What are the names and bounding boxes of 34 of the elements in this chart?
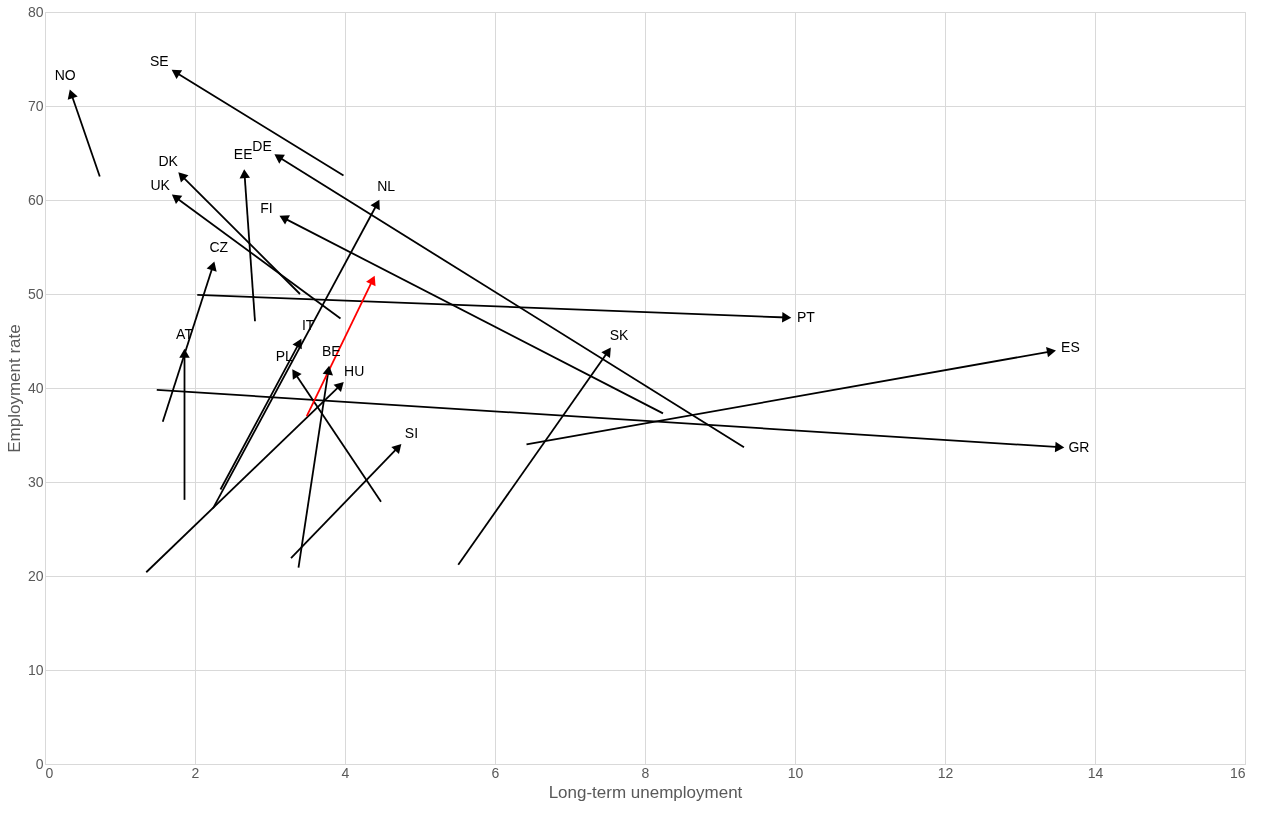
x-tick-label: 12 xyxy=(937,764,954,781)
x-axis-title: Long-term unemployment xyxy=(548,782,743,802)
series-label: NO xyxy=(54,67,76,84)
series-label: PT xyxy=(796,309,816,326)
y-tick-label: 60 xyxy=(27,191,44,208)
series-label: DK xyxy=(158,153,179,170)
x-tick-label: 8 xyxy=(641,764,650,781)
series-label: DE xyxy=(252,137,272,154)
y-tick-label: 80 xyxy=(27,3,44,20)
y-tick-label: 50 xyxy=(27,285,44,302)
series-label: UK xyxy=(150,176,171,193)
series-label: CZ xyxy=(209,238,229,255)
series-label: PL xyxy=(275,348,294,365)
series-label: ES xyxy=(1061,338,1080,355)
series-label: SI xyxy=(404,424,419,441)
x-tick-label: 4 xyxy=(341,764,350,781)
series-label: FI xyxy=(260,200,273,217)
x-tick-label: 6 xyxy=(491,764,500,781)
x-tick-label: 2 xyxy=(191,764,200,781)
y-tick-label: 20 xyxy=(27,567,44,584)
y-tick-label: 40 xyxy=(27,379,44,396)
x-tick-label: 16 xyxy=(1229,764,1246,781)
series-label: EE xyxy=(233,146,253,163)
series-label: GR xyxy=(1068,439,1090,456)
series-label: SE xyxy=(149,53,169,70)
series-label: HU xyxy=(344,363,365,380)
y-tick-label: 70 xyxy=(27,97,44,114)
series-label: SK xyxy=(609,326,630,343)
y-tick-label: 30 xyxy=(27,473,44,490)
y-axis-title: Employment rate xyxy=(4,324,24,453)
x-tick-label: 14 xyxy=(1087,764,1104,781)
y-tick-label: 10 xyxy=(27,661,44,678)
x-tick-label: 10 xyxy=(787,764,804,781)
series-label: NL xyxy=(377,178,396,195)
